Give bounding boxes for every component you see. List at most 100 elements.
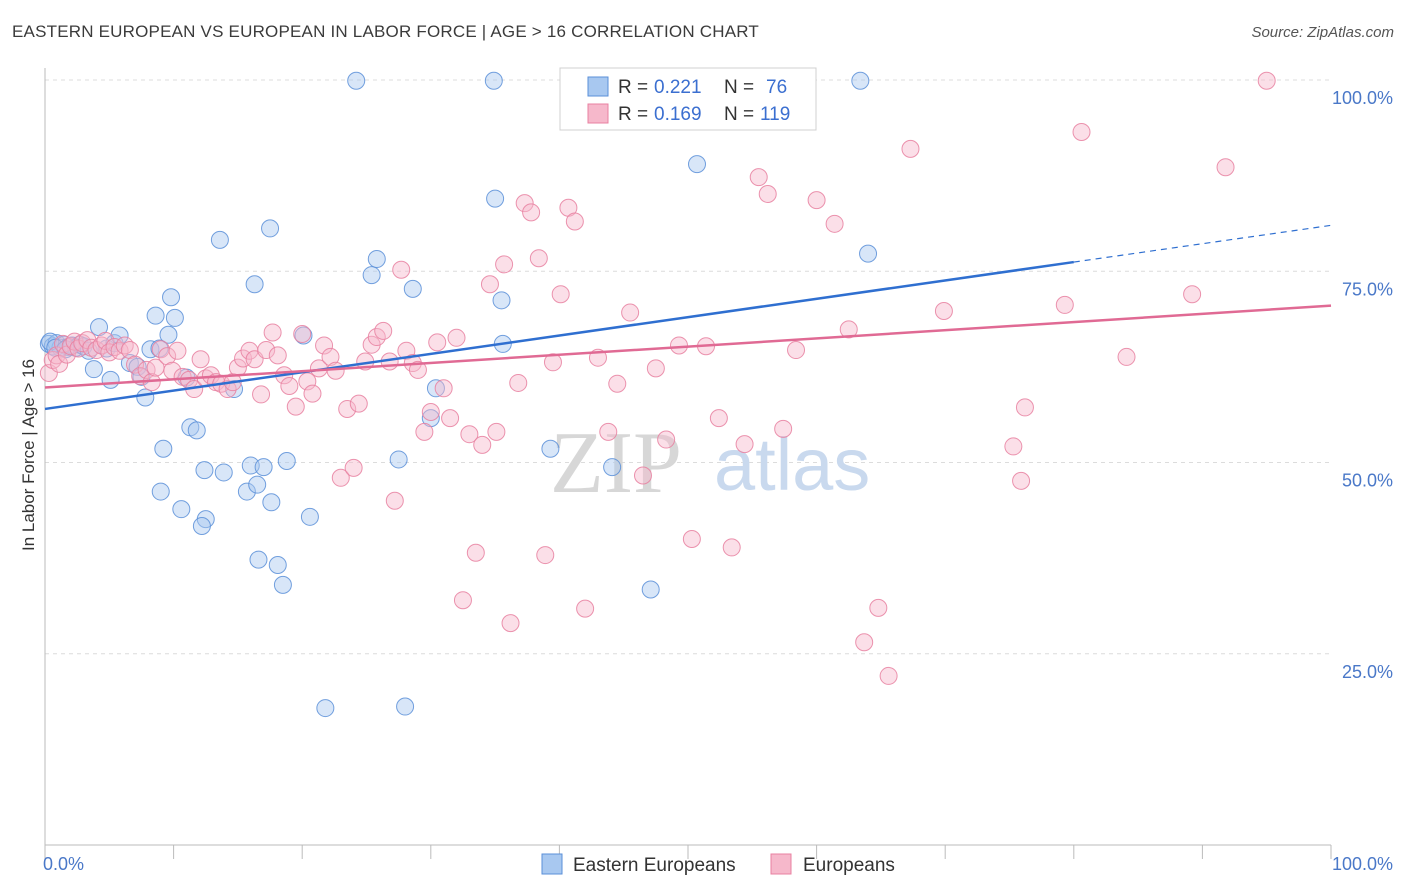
bottom-legend-label-europeans: Europeans bbox=[803, 855, 895, 876]
bottom-legend-label-eastern: Eastern Europeans bbox=[573, 855, 736, 876]
watermark-atlas: atlas bbox=[714, 423, 870, 506]
y-tick-label-75: 75.0% bbox=[1342, 279, 1393, 299]
eastern-point-47 bbox=[261, 219, 280, 238]
european-point-101 bbox=[657, 430, 676, 449]
european-point-28 bbox=[168, 341, 187, 360]
european-point-102 bbox=[669, 336, 688, 355]
eastern-point-34 bbox=[195, 461, 214, 480]
european-point-46 bbox=[268, 346, 287, 365]
eastern-point-49 bbox=[249, 550, 268, 569]
european-point-57 bbox=[331, 468, 350, 487]
legend-n-value-1: 76 bbox=[766, 77, 787, 98]
eastern-point-70 bbox=[641, 580, 660, 599]
legend-r-value-2: 0.169 bbox=[654, 104, 702, 125]
eastern-point-59 bbox=[389, 450, 408, 469]
eastern-point-32 bbox=[187, 421, 206, 440]
source-label: Source: ZipAtlas.com bbox=[1251, 24, 1394, 41]
eastern-point-56 bbox=[347, 71, 366, 90]
eastern-point-52 bbox=[273, 575, 292, 594]
european-point-97 bbox=[608, 374, 627, 393]
eastern-point-51 bbox=[277, 451, 296, 470]
european-point-114 bbox=[839, 320, 858, 339]
european-point-72 bbox=[421, 403, 440, 422]
eastern-point-42 bbox=[237, 482, 256, 501]
eastern-point-54 bbox=[300, 507, 319, 526]
european-point-50 bbox=[293, 324, 312, 343]
eastern-point-73 bbox=[859, 244, 878, 263]
european-point-32 bbox=[191, 350, 210, 369]
eastern-point-68 bbox=[541, 439, 560, 458]
eastern-point-55 bbox=[316, 699, 335, 718]
eastern-point-33 bbox=[210, 230, 229, 249]
watermark: ZIP atlas bbox=[550, 415, 870, 512]
european-point-119 bbox=[934, 302, 953, 321]
european-point-116 bbox=[869, 598, 888, 617]
european-point-67 bbox=[392, 260, 411, 279]
european-point-45 bbox=[263, 323, 282, 342]
european-point-110 bbox=[774, 419, 793, 438]
eastern-point-69 bbox=[603, 458, 622, 477]
european-point-125 bbox=[1117, 347, 1136, 366]
watermark-zip: ZIP bbox=[550, 415, 682, 512]
eastern-point-39 bbox=[172, 500, 191, 519]
chart-title: EASTERN EUROPEAN VS EUROPEAN IN LABOR FO… bbox=[12, 22, 759, 41]
european-point-48 bbox=[280, 377, 299, 395]
european-point-123 bbox=[1055, 295, 1074, 314]
eastern-point-38 bbox=[151, 482, 170, 501]
european-point-78 bbox=[460, 425, 479, 444]
eastern-point-46 bbox=[245, 275, 264, 294]
european-point-58 bbox=[338, 399, 357, 418]
eastern-point-60 bbox=[396, 697, 415, 716]
eastern-trend-line-extension bbox=[1073, 224, 1332, 263]
european-point-86 bbox=[515, 194, 534, 213]
eastern-point-37 bbox=[192, 516, 211, 535]
european-point-107 bbox=[735, 435, 754, 454]
eastern-point-48 bbox=[262, 493, 281, 512]
european-point-115 bbox=[855, 633, 874, 652]
european-point-113 bbox=[825, 214, 844, 233]
european-point-121 bbox=[1012, 471, 1031, 490]
european-point-26 bbox=[158, 347, 177, 366]
european-point-44 bbox=[257, 341, 276, 360]
european-point-19 bbox=[120, 341, 139, 360]
eastern-point-65 bbox=[486, 189, 505, 208]
european-point-43 bbox=[252, 385, 271, 404]
tick-labels: 25.0% 50.0% 75.0% 100.0% 0.0% 100.0% bbox=[43, 88, 1393, 874]
legend-r-label-2: R = bbox=[618, 104, 648, 125]
legend-swatch-blue bbox=[587, 76, 609, 97]
european-point-98 bbox=[621, 303, 640, 322]
eastern-point-63 bbox=[426, 379, 445, 398]
y-tick-label-100: 100.0% bbox=[1332, 88, 1393, 108]
european-point-77 bbox=[453, 591, 472, 610]
axes bbox=[44, 68, 1332, 859]
eastern-trend-line bbox=[44, 260, 1074, 411]
european-point-80 bbox=[473, 435, 492, 454]
european-point-3 bbox=[50, 354, 69, 373]
european-point-76 bbox=[447, 328, 466, 347]
european-point-52 bbox=[303, 384, 322, 403]
european-point-74 bbox=[434, 379, 453, 398]
eastern-point-45 bbox=[254, 458, 273, 477]
bottom-legend-swatch-pink bbox=[770, 853, 792, 875]
eastern-point-25 bbox=[146, 306, 165, 325]
y-tick-label-25: 25.0% bbox=[1342, 662, 1393, 682]
european-point-127 bbox=[1216, 158, 1235, 177]
bottom-legend-swatch-blue bbox=[541, 853, 563, 875]
legend-r-value-1: 0.221 bbox=[654, 77, 702, 98]
european-point-88 bbox=[529, 249, 548, 268]
european-point-93 bbox=[565, 212, 584, 231]
eastern-point-64 bbox=[484, 71, 503, 90]
european-point-126 bbox=[1183, 285, 1202, 304]
european-point-49 bbox=[286, 397, 305, 416]
european-point-128 bbox=[1257, 71, 1276, 90]
eastern-point-17 bbox=[110, 326, 129, 345]
eastern-point-71 bbox=[688, 155, 707, 174]
eastern-point-28 bbox=[162, 288, 181, 307]
scatter-points bbox=[39, 71, 1276, 718]
european-point-60 bbox=[349, 394, 368, 413]
european-point-17 bbox=[110, 341, 129, 360]
european-point-94 bbox=[576, 599, 595, 618]
european-point-87 bbox=[522, 203, 541, 222]
eastern-point-72 bbox=[851, 71, 870, 90]
european-point-105 bbox=[709, 409, 728, 428]
